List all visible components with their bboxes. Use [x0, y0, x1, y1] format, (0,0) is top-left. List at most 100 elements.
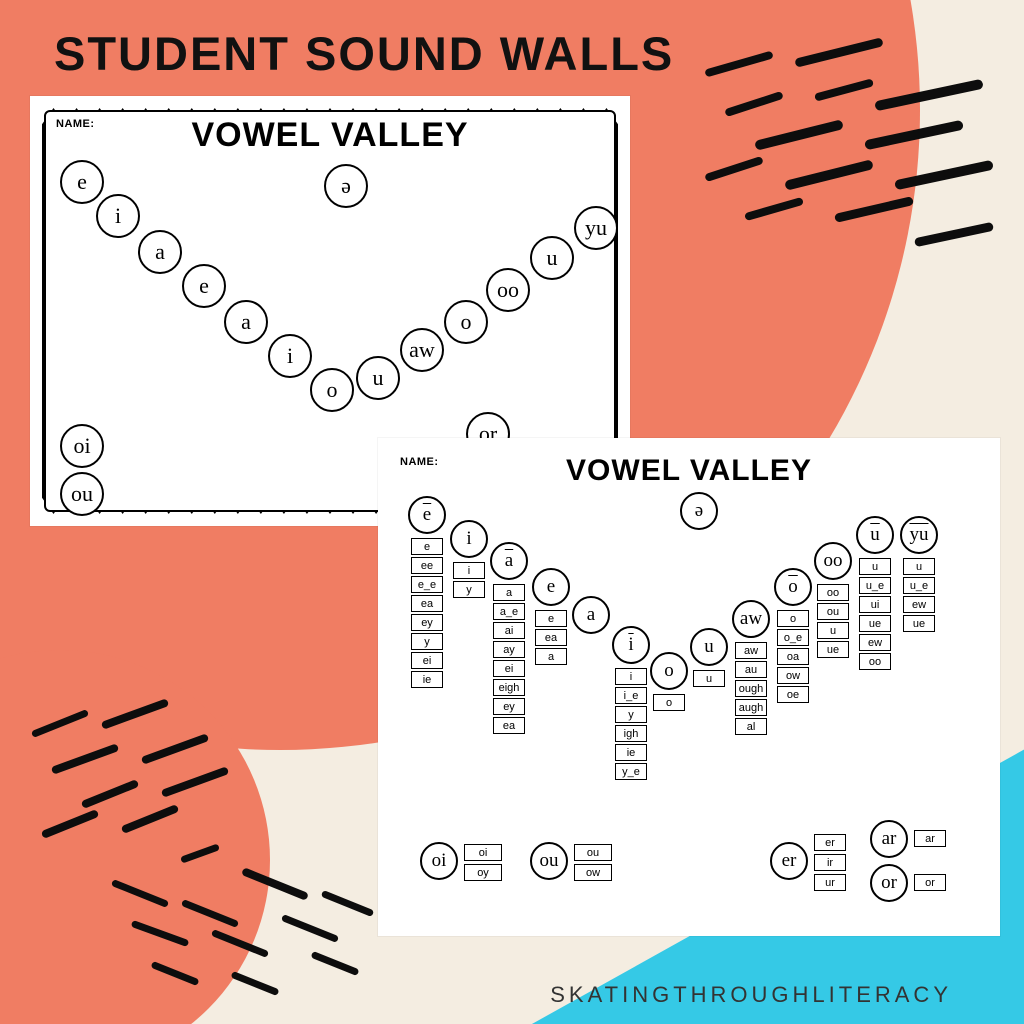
spelling-box: e [411, 538, 443, 555]
vowel-head-bubble: yu [900, 516, 938, 554]
spelling-box: ur [814, 874, 846, 891]
vowel-head-bubble: u [690, 628, 728, 666]
spelling-box: u_e [903, 577, 935, 594]
vowel-head-bubble: e [532, 568, 570, 606]
vowel-bubble: a [224, 300, 268, 344]
vowel-head-bubble: e [408, 496, 446, 534]
spelling-box: al [735, 718, 767, 735]
spelling-box: ew [903, 596, 935, 613]
spelling-box: au [735, 661, 767, 678]
spelling-box: or [914, 874, 946, 891]
vowel-head-bubble: a [490, 542, 528, 580]
vowel-head-bubble: aw [732, 600, 770, 638]
spelling-box: ey [411, 614, 443, 631]
vowel-bubble: e [182, 264, 226, 308]
spelling-box: oi [464, 844, 502, 861]
rcontrolled-head-bubble: ar [870, 820, 908, 858]
spelling-box: er [814, 834, 846, 851]
spelling-box: o [777, 610, 809, 627]
vowel-head-bubble: a [572, 596, 610, 634]
spelling-box: ea [411, 595, 443, 612]
vowel-bubble: u [356, 356, 400, 400]
spelling-box: y [453, 581, 485, 598]
spelling-box: y_e [615, 763, 647, 780]
spelling-box: ei [493, 660, 525, 677]
spelling-box: y [615, 706, 647, 723]
sheet-title: VOWEL VALLEY [191, 116, 468, 155]
spelling-box: ai [493, 622, 525, 639]
vowel-bubble: o [444, 300, 488, 344]
spelling-box: aw [735, 642, 767, 659]
vowel-head-bubble: o [774, 568, 812, 606]
spelling-box: ow [574, 864, 612, 881]
vowel-head-bubble: i [450, 520, 488, 558]
vowel-bubble: e [60, 160, 104, 204]
spelling-box: y [411, 633, 443, 650]
spelling-box: a [493, 584, 525, 601]
sheet-title: VOWEL VALLEY [566, 454, 812, 488]
vowel-head-bubble: o [650, 652, 688, 690]
spelling-box: oe [777, 686, 809, 703]
vowel-bubble: oo [486, 268, 530, 312]
infographic-canvas: STUDENT SOUND WALLS NAME: VOWEL VALLEY e… [0, 0, 1024, 1024]
rcontrolled-head-bubble: or [870, 864, 908, 902]
rcontrolled-head-bubble: er [770, 842, 808, 880]
spelling-box: ue [859, 615, 891, 632]
spelling-box: eigh [493, 679, 525, 696]
spelling-box: ou [817, 603, 849, 620]
diphthong-bubble: ou [60, 472, 104, 516]
vowel-bubble: a [138, 230, 182, 274]
spelling-box: a_e [493, 603, 525, 620]
diphthong-head-bubble: ou [530, 842, 568, 880]
spelling-box: ar [914, 830, 946, 847]
spelling-box: u [859, 558, 891, 575]
spelling-box: ui [859, 596, 891, 613]
spelling-box: ow [777, 667, 809, 684]
spelling-box: u [817, 622, 849, 639]
spelling-box: i [615, 668, 647, 685]
vowel-head-bubble: oo [814, 542, 852, 580]
spelling-box: i_e [615, 687, 647, 704]
spelling-box: ew [859, 634, 891, 651]
spelling-box: ei [411, 652, 443, 669]
vowel-bubble: i [96, 194, 140, 238]
schwa-bubble: ə [324, 164, 368, 208]
spelling-box: ue [903, 615, 935, 632]
spelling-box: oo [859, 653, 891, 670]
spelling-box: augh [735, 699, 767, 716]
spelling-box: ie [615, 744, 647, 761]
diphthong-bubble: oi [60, 424, 104, 468]
name-label: NAME: [56, 118, 95, 130]
spelling-box: u [693, 670, 725, 687]
vowel-head-bubble: i [612, 626, 650, 664]
spelling-box: ea [535, 629, 567, 646]
spelling-box: i [453, 562, 485, 579]
spelling-box: ou [574, 844, 612, 861]
watermark: SKATINGTHROUGHLITERACY [550, 982, 952, 1008]
diphthong-head-bubble: oi [420, 842, 458, 880]
spelling-box: oy [464, 864, 502, 881]
spelling-box: o_e [777, 629, 809, 646]
spelling-box: ay [493, 641, 525, 658]
spelling-box: u [903, 558, 935, 575]
spelling-box: u_e [859, 577, 891, 594]
vowel-bubble: i [268, 334, 312, 378]
spelling-box: ue [817, 641, 849, 658]
vowel-bubble: yu [574, 206, 618, 250]
vowel-bubble: u [530, 236, 574, 280]
spelling-box: e [535, 610, 567, 627]
vowel-bubble: aw [400, 328, 444, 372]
spelling-box: ey [493, 698, 525, 715]
spelling-box: ee [411, 557, 443, 574]
name-label: NAME: [400, 456, 439, 468]
vowel-head-bubble: u [856, 516, 894, 554]
spelling-box: ie [411, 671, 443, 688]
worksheet-detailed: NAME: VOWEL VALLEY ə eeeee_eeaeyyeiieiiy… [378, 438, 1000, 936]
page-title: STUDENT SOUND WALLS [54, 26, 674, 81]
worksheet-inner: NAME: VOWEL VALLEY ə eeeee_eeaeyyeiieiiy… [390, 450, 988, 928]
spelling-box: a [535, 648, 567, 665]
schwa-bubble: ə [680, 492, 718, 530]
spelling-box: e_e [411, 576, 443, 593]
spelling-box: ea [493, 717, 525, 734]
spelling-box: ir [814, 854, 846, 871]
